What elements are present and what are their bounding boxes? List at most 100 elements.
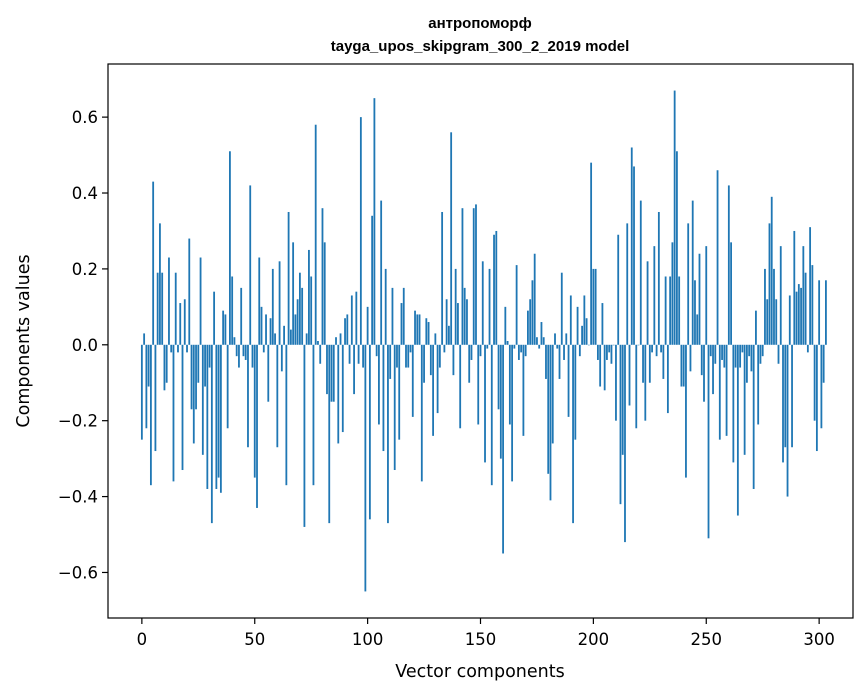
bar-137	[450, 132, 453, 345]
bar-33	[215, 344, 218, 489]
bar-191	[572, 344, 574, 524]
bar-276	[764, 268, 766, 345]
bar-97	[359, 117, 362, 345]
chart-title: антропоморф	[428, 15, 531, 32]
bar-9	[161, 272, 164, 345]
bar-48	[249, 185, 252, 345]
bar-182	[551, 344, 554, 444]
bar-47	[247, 344, 249, 448]
bar-217	[630, 147, 633, 345]
bar-208	[610, 344, 613, 364]
bar-63	[283, 325, 285, 345]
bar-267	[743, 344, 746, 455]
bar-125	[423, 344, 425, 383]
bar-283	[779, 246, 782, 345]
bar-45	[242, 344, 245, 357]
bar-156	[493, 234, 495, 345]
bar-28	[204, 344, 206, 387]
bar-186	[560, 272, 563, 345]
bar-12	[168, 257, 170, 345]
bar-94	[353, 344, 355, 395]
bar-263	[734, 344, 737, 368]
bar-152	[484, 344, 486, 463]
bar-220	[637, 344, 640, 346]
bar-92	[348, 344, 351, 364]
bar-55	[265, 314, 267, 345]
bar-90	[344, 318, 346, 345]
bar-273	[757, 344, 760, 425]
bar-103	[373, 98, 376, 345]
bar-88	[339, 333, 342, 345]
bar-81	[323, 242, 326, 345]
bar-123	[418, 314, 421, 345]
bar-29	[206, 344, 209, 489]
bar-246	[696, 314, 699, 345]
bar-181	[549, 344, 552, 501]
bar-184	[556, 344, 559, 349]
bar-50	[253, 344, 256, 478]
bar-300	[818, 280, 821, 345]
bar-167	[517, 344, 520, 360]
bar-105	[378, 344, 380, 425]
bar-133	[441, 211, 444, 345]
bar-228	[655, 344, 658, 357]
bar-111	[391, 287, 394, 345]
bar-285	[784, 344, 787, 448]
bar-80	[321, 208, 324, 345]
bar-298	[813, 344, 816, 421]
bar-116	[402, 287, 405, 345]
bar-209	[612, 344, 615, 346]
y-tick-label: 0.2	[72, 260, 98, 279]
bar-38	[226, 344, 229, 429]
bar-289	[793, 230, 796, 345]
bar-106	[380, 200, 383, 345]
x-tick-label: 100	[352, 630, 384, 649]
bar-231	[662, 344, 665, 379]
bar-124	[420, 344, 423, 482]
bar-287	[788, 295, 791, 345]
bar-222	[642, 344, 644, 383]
x-tick-label: 0	[137, 630, 148, 649]
chart-subtitle: tayga_upos_skipgram_300_2_2019 model	[331, 38, 630, 55]
bar-119	[409, 344, 412, 353]
bar-165	[513, 344, 516, 349]
bar-162	[506, 341, 509, 345]
bar-248	[700, 344, 703, 376]
bar-239	[680, 344, 683, 387]
bar-25	[197, 344, 200, 383]
bar-277	[766, 299, 769, 345]
bar-96	[357, 344, 360, 364]
bar-58	[271, 268, 274, 345]
bar-183	[554, 333, 556, 345]
bar-201	[594, 268, 597, 345]
x-tick-label: 250	[691, 630, 723, 649]
bar-238	[678, 276, 681, 345]
bar-291	[797, 284, 800, 345]
bar-210	[615, 344, 617, 421]
bar-249	[703, 344, 705, 402]
bar-221	[639, 200, 642, 345]
bar-129	[432, 344, 434, 436]
bar-121	[414, 310, 416, 345]
bar-102	[371, 215, 374, 345]
bar-265	[739, 344, 742, 368]
bar-64	[285, 344, 288, 486]
bar-101	[368, 344, 371, 520]
bar-72	[303, 344, 306, 527]
bar-252	[709, 344, 712, 357]
bar-168	[520, 344, 523, 353]
bar-253	[712, 344, 714, 395]
bar-44	[240, 287, 243, 345]
bar-161	[504, 306, 507, 345]
bar-120	[411, 344, 414, 417]
y-tick-label: −0.6	[58, 563, 98, 582]
bar-78	[317, 341, 319, 345]
bar-70	[298, 272, 301, 345]
bar-26	[199, 257, 202, 345]
bar-108	[384, 268, 387, 345]
bar-171	[527, 310, 529, 345]
y-tick-label: 0.0	[72, 336, 98, 355]
bar-82	[326, 344, 328, 395]
bar-74	[308, 249, 310, 345]
bar-178	[542, 337, 545, 345]
